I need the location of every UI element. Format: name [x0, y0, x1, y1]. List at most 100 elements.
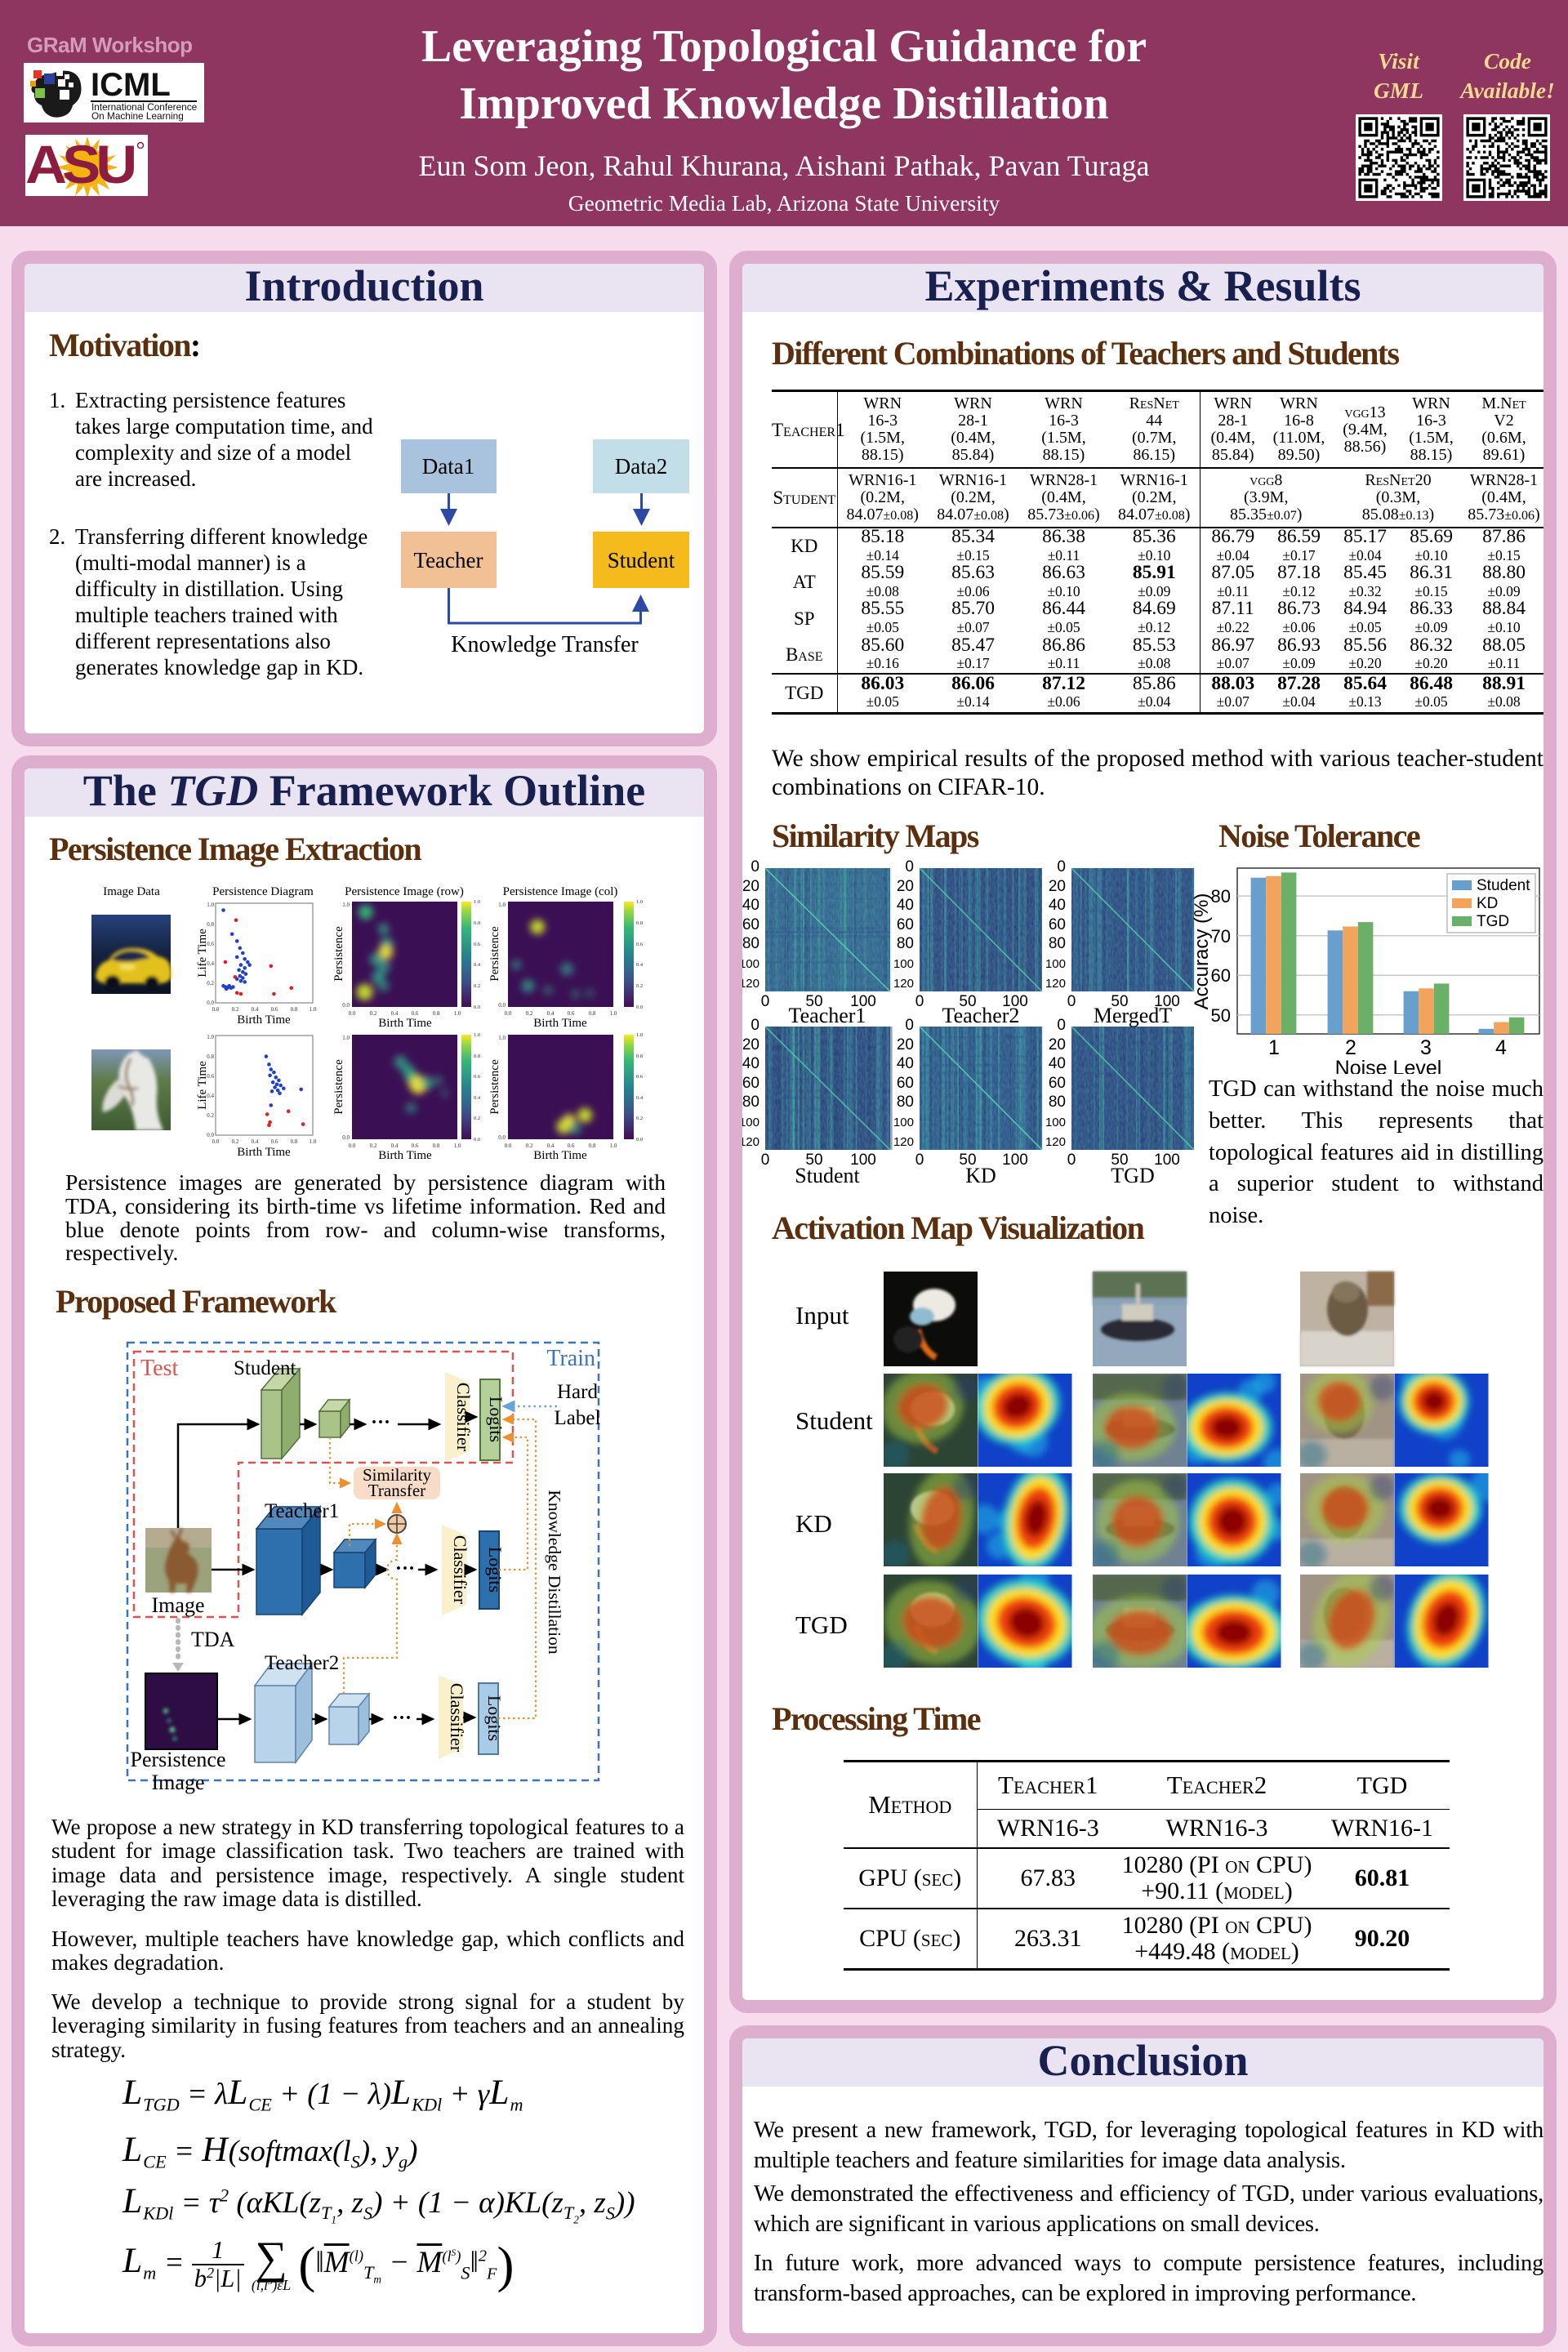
svg-text:0: 0 — [905, 858, 914, 875]
svg-text:0.8: 0.8 — [636, 920, 643, 926]
svg-text:60: 60 — [897, 1075, 914, 1092]
svg-text:120: 120 — [1045, 1135, 1066, 1149]
svg-text:70: 70 — [1211, 926, 1231, 947]
svg-text:0.8: 0.8 — [474, 1054, 480, 1059]
svg-text:4: 4 — [1495, 1036, 1507, 1059]
svg-text:Knowledge Transfer: Knowledge Transfer — [451, 632, 639, 657]
svg-text:ASU: ASU — [25, 135, 135, 194]
svg-text:KD: KD — [965, 1164, 996, 1187]
svg-text:120: 120 — [742, 1135, 760, 1149]
svg-text:Birth Time: Birth Time — [237, 1146, 291, 1159]
svg-text:20: 20 — [1049, 878, 1066, 895]
svg-text:0.0: 0.0 — [212, 1138, 220, 1145]
svg-text:Persistence Diagram: Persistence Diagram — [212, 885, 314, 898]
svg-text:80: 80 — [1049, 1094, 1066, 1111]
svg-text:Train: Train — [546, 1346, 595, 1371]
svg-text:0.8: 0.8 — [589, 1143, 596, 1149]
svg-text:On Machine Learning: On Machine Learning — [91, 110, 184, 122]
svg-text:100: 100 — [742, 1116, 760, 1129]
svg-text:0.2: 0.2 — [636, 983, 643, 989]
svg-text:0.0: 0.0 — [498, 1134, 506, 1141]
svg-text:0.6: 0.6 — [207, 1073, 214, 1080]
svg-text:1: 1 — [1268, 1036, 1280, 1059]
svg-text:1.0: 1.0 — [636, 1032, 643, 1038]
svg-text:Birth Time: Birth Time — [533, 1017, 587, 1030]
svg-text:50: 50 — [959, 993, 976, 1010]
svg-text:Data1: Data1 — [422, 454, 474, 479]
svg-text:0.0: 0.0 — [474, 1137, 480, 1143]
svg-text:Persistence Image (col): Persistence Image (col) — [503, 885, 618, 898]
svg-text:1.0: 1.0 — [474, 899, 480, 905]
svg-text:60: 60 — [742, 916, 760, 933]
svg-text:0.6: 0.6 — [636, 942, 644, 947]
svg-text:0.2: 0.2 — [370, 1010, 377, 1017]
svg-text:40: 40 — [1049, 1055, 1066, 1072]
svg-text:0.0: 0.0 — [498, 1002, 506, 1009]
svg-text:Birth Time: Birth Time — [378, 1149, 432, 1162]
svg-text:0.2: 0.2 — [232, 1138, 239, 1145]
svg-text:0: 0 — [905, 1017, 914, 1034]
svg-text:ICML: ICML — [91, 67, 171, 103]
svg-text:0.0: 0.0 — [505, 1010, 512, 1017]
svg-text:100: 100 — [1002, 1152, 1028, 1169]
svg-text:0.0: 0.0 — [636, 1004, 643, 1010]
svg-text:40: 40 — [897, 897, 914, 914]
svg-text:TGD: TGD — [1477, 913, 1509, 930]
svg-text:0.8: 0.8 — [207, 1054, 214, 1060]
svg-text:1.0: 1.0 — [498, 1035, 506, 1041]
svg-text:0.4: 0.4 — [474, 962, 481, 968]
svg-text:80: 80 — [742, 935, 760, 952]
svg-text:0.2: 0.2 — [232, 1006, 239, 1013]
svg-text:0.6: 0.6 — [568, 1010, 575, 1017]
svg-text:Teacher2: Teacher2 — [265, 1652, 339, 1674]
svg-text:0.0: 0.0 — [207, 1132, 214, 1138]
svg-text:1.0: 1.0 — [636, 899, 643, 905]
svg-text:1.0: 1.0 — [498, 902, 506, 908]
svg-text:20: 20 — [1049, 1036, 1066, 1054]
svg-text:0.4: 0.4 — [474, 1095, 481, 1101]
svg-text:40: 40 — [742, 897, 760, 914]
svg-text:0: 0 — [761, 993, 770, 1010]
svg-text:0.4: 0.4 — [207, 960, 214, 967]
svg-text:120: 120 — [742, 977, 760, 991]
svg-text:60: 60 — [742, 1075, 760, 1092]
svg-text:0.6: 0.6 — [568, 1143, 575, 1149]
svg-text:50: 50 — [1111, 993, 1128, 1010]
svg-text:Teacher1: Teacher1 — [265, 1500, 339, 1522]
svg-text:Input: Input — [795, 1301, 849, 1330]
svg-text:0.6: 0.6 — [412, 1010, 419, 1017]
svg-text:0.0: 0.0 — [349, 1143, 356, 1149]
svg-text:60: 60 — [1049, 1075, 1066, 1092]
svg-text:120: 120 — [893, 1135, 914, 1149]
svg-text:International Conference: International Conference — [91, 101, 198, 113]
svg-text:0.4: 0.4 — [391, 1143, 399, 1149]
svg-text:Persistence: Persistence — [488, 1059, 501, 1115]
svg-text:1.0: 1.0 — [610, 1143, 617, 1149]
svg-text:20: 20 — [742, 1036, 760, 1054]
svg-text:···: ··· — [371, 1412, 390, 1433]
svg-text:60: 60 — [1049, 916, 1066, 933]
svg-text:TGD: TGD — [1111, 1164, 1154, 1187]
svg-text:0.4: 0.4 — [547, 1010, 555, 1017]
svg-text:1.0: 1.0 — [310, 1006, 317, 1013]
svg-text:Birth Time: Birth Time — [533, 1149, 587, 1162]
svg-text:Image: Image — [152, 1771, 205, 1794]
svg-text:0.6: 0.6 — [271, 1138, 278, 1145]
svg-text:Image Data: Image Data — [103, 885, 160, 898]
svg-text:Similarity: Similarity — [363, 1465, 432, 1485]
svg-text:1.0: 1.0 — [454, 1010, 461, 1017]
svg-text:Student: Student — [795, 1164, 860, 1187]
svg-text:1.0: 1.0 — [207, 902, 214, 908]
svg-text:Persistence: Persistence — [332, 926, 345, 982]
svg-text:Life Time: Life Time — [196, 929, 209, 978]
svg-text:40: 40 — [1049, 897, 1066, 914]
svg-text:0.6: 0.6 — [207, 941, 214, 947]
svg-text:50: 50 — [1111, 1152, 1128, 1169]
svg-text:100: 100 — [893, 1116, 914, 1129]
svg-text:0.0: 0.0 — [212, 1006, 220, 1013]
svg-text:Teacher1: Teacher1 — [789, 1004, 866, 1027]
svg-text:Persistence: Persistence — [332, 1059, 345, 1115]
svg-text:0: 0 — [1067, 1152, 1076, 1169]
svg-text:Student: Student — [1477, 877, 1530, 894]
svg-text:Test: Test — [140, 1356, 178, 1381]
